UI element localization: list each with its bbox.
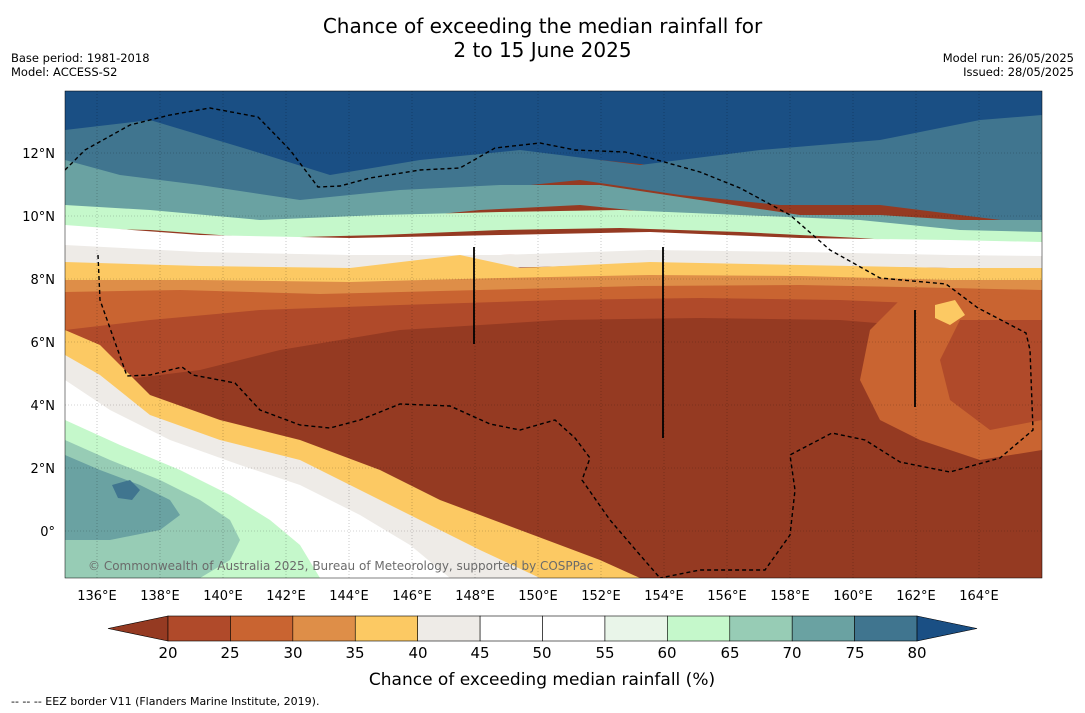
lat-tick: 0° [40, 525, 55, 540]
lon-tick: 142°E [266, 589, 306, 604]
meta-right: Model run: 26/05/2025 Issued: 28/05/2025 [942, 51, 1074, 79]
lon-tick: 152°E [581, 589, 621, 604]
colorbar-segment [854, 615, 918, 642]
map-title: Chance of exceeding the median rainfall … [0, 14, 1085, 62]
colorbar-segment [479, 615, 543, 642]
title-line-1: Chance of exceeding the median rainfall … [322, 14, 763, 38]
colorbar [107, 615, 978, 642]
colorbar-segment [417, 615, 481, 642]
lat-tick-labels: 12°N 10°N 8°N 6°N 4°N 2°N 0° [22, 147, 55, 540]
colorbar-segment [292, 615, 356, 642]
colorbar-segment [230, 615, 294, 642]
copyright-note: © Commonwealth of Australia 2025, Bureau… [88, 559, 593, 573]
band-right-40 [935, 300, 965, 325]
colorbar-tick: 35 [345, 644, 364, 662]
colorbar-tick: 40 [408, 644, 427, 662]
colorbar-segment [791, 615, 855, 642]
lon-tick: 146°E [392, 589, 432, 604]
lat-tick: 12°N [22, 147, 55, 162]
map-frame [64, 90, 1043, 579]
colorbar-tick: 30 [283, 644, 302, 662]
vertical-boundaries [473, 247, 916, 438]
model-name: Model: ACCESS-S2 [11, 64, 118, 79]
colorbar-tick: 25 [220, 644, 239, 662]
colorbar-segment [542, 615, 606, 642]
lon-tick: 148°E [455, 589, 495, 604]
band-45 [65, 245, 1042, 270]
meta-left: Base period: 1981-2018 Model: ACCESS-S2 [11, 51, 150, 79]
lon-tick: 158°E [770, 589, 810, 604]
colorbar-segment [604, 615, 668, 642]
colorbar-tick: 20 [158, 644, 177, 662]
base-period: Base period: 1981-2018 [11, 51, 150, 65]
colorbar-tick: 60 [657, 644, 676, 662]
lon-tick: 154°E [644, 589, 684, 604]
colorbar-tick: 80 [907, 644, 926, 662]
colorbar-tick: 70 [782, 644, 801, 662]
lon-tick: 138°E [140, 589, 180, 604]
lon-tick: 136°E [77, 589, 117, 604]
lon-tick: 156°E [707, 589, 747, 604]
colorbar-tick: 45 [470, 644, 489, 662]
colorbar-tick-labels: 20 25 30 35 40 45 50 55 60 65 70 75 80 [158, 644, 926, 662]
lat-tick: 4°N [31, 399, 56, 414]
band-35 [65, 275, 1042, 298]
gridlines [65, 91, 1042, 578]
band-south-80 [112, 480, 140, 500]
model-run: Model run: 26/05/2025 [942, 51, 1074, 65]
band-75 [65, 115, 1042, 225]
colorbar-tick: 75 [845, 644, 864, 662]
colorbar-tick: 65 [720, 644, 739, 662]
band-25 [65, 298, 1042, 385]
issued-date: Issued: 28/05/2025 [963, 64, 1074, 79]
colorbar-arrow-high [916, 615, 978, 642]
band-right-25 [940, 320, 1042, 430]
colorbar-label: Chance of exceeding median rainfall (%) [369, 670, 715, 690]
lat-tick: 2°N [31, 462, 56, 477]
lon-tick: 162°E [896, 589, 936, 604]
colorbar-segment [167, 615, 231, 642]
eez-legend-note: -- -- -- EEZ border V11 (Flanders Marine… [11, 695, 320, 708]
eez-borders [65, 107, 1034, 578]
lat-tick: 6°N [31, 336, 56, 351]
lon-tick: 160°E [833, 589, 873, 604]
colorbar-tick: 55 [595, 644, 614, 662]
colorbar-segment [729, 615, 793, 642]
colorbar-arrow-low [107, 615, 169, 642]
lon-tick-labels: 136°E 138°E 140°E 142°E 144°E 146°E 148°… [77, 589, 999, 604]
title-line-2: 2 to 15 June 2025 [453, 38, 632, 62]
lon-tick: 150°E [518, 589, 558, 604]
colorbar-segment [667, 615, 731, 642]
lat-tick: 8°N [31, 273, 56, 288]
lon-tick: 164°E [959, 589, 999, 604]
colorbar-segment [354, 615, 418, 642]
colorbar-tick: 50 [532, 644, 551, 662]
band-60 [65, 205, 1042, 248]
lon-tick: 144°E [329, 589, 369, 604]
lon-tick: 140°E [203, 589, 243, 604]
lat-tick: 10°N [22, 210, 55, 225]
map-field: © Commonwealth of Australia 2025, Bureau… [65, 91, 1042, 578]
